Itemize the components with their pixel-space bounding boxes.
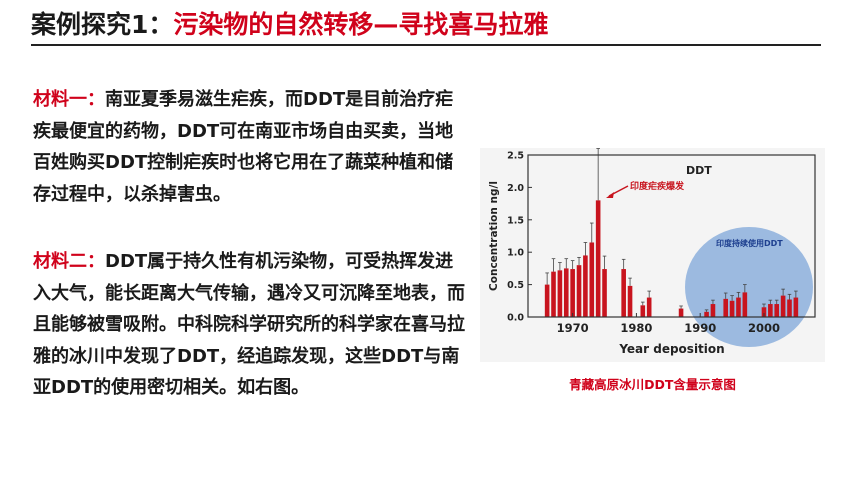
chart-bar <box>729 300 735 317</box>
chart-bar <box>570 269 575 317</box>
y-tick-label: 2.5 <box>507 151 524 162</box>
chart-bar <box>787 299 792 317</box>
title-prefix: 案例探究1： <box>31 10 174 39</box>
chart-bar <box>640 305 646 317</box>
material-two-label: 材料二： <box>33 251 105 272</box>
chart-bar <box>793 297 799 317</box>
chart-bar <box>621 269 626 317</box>
chart-title: DDT <box>686 164 712 177</box>
y-tick-label: 2.0 <box>507 183 524 194</box>
chart-bar <box>774 304 780 317</box>
chart-bar <box>646 297 652 317</box>
x-tick-label: 1990 <box>684 321 716 335</box>
material-one-text: 南亚夏季易滋生疟疾，而DDT是目前治疗疟疾最便宜的药物，DDT可在南亚市场自由买… <box>33 89 454 205</box>
chart-bar <box>704 311 709 317</box>
ddt-chart-figure: DDT 印度疟疾爆发 印度持续使用DDT Concentration ng/l … <box>480 148 825 362</box>
figure-caption: 青藏高原冰川DDT含量示意图 <box>569 377 736 392</box>
x-tick-label: 1980 <box>620 321 652 335</box>
chart-bar <box>742 292 748 317</box>
chart-bar <box>678 308 684 317</box>
chart-bar <box>595 200 601 317</box>
chart-bar <box>583 255 588 317</box>
chart-bar <box>768 304 773 317</box>
chart-bar <box>736 297 741 317</box>
x-tick-label: 1970 <box>557 321 589 335</box>
chart-bar <box>563 268 569 317</box>
x-tick-label: 2000 <box>748 321 780 335</box>
chart-bar <box>627 285 633 317</box>
chart-bar <box>551 271 556 317</box>
outbreak-annotation: 印度疟疾爆发 <box>630 180 685 192</box>
title-divider <box>31 44 821 46</box>
plot-frame <box>527 154 816 318</box>
material-one-paragraph: 材料一：南亚夏季易滋生疟疾，而DDT是目前治疗疟疾最便宜的药物，DDT可在南亚市… <box>33 84 465 210</box>
material-one-label: 材料一： <box>33 89 105 110</box>
y-tick-label: 1.5 <box>507 215 524 226</box>
chart-bar <box>723 298 729 317</box>
y-tick-label: 0.0 <box>507 313 524 324</box>
outbreak-arrowhead <box>606 192 614 198</box>
material-two-text: DDT属于持久性有机污染物，可受热挥发进入大气，能长距离大气传输，遇冷又可沉降至… <box>33 251 465 398</box>
y-tick-label: 1.0 <box>507 248 524 259</box>
chart-bar <box>780 295 786 317</box>
usage-annotation: 印度持续使用DDT <box>716 238 783 248</box>
material-two-paragraph: 材料二：DDT属于持久性有机污染物，可受热挥发进入大气，能长距离大气传输，遇冷又… <box>33 246 465 404</box>
y-axis-label: Concentration ng/l <box>488 181 500 291</box>
ddt-chart: DDT 印度疟疾爆发 印度持续使用DDT Concentration ng/l … <box>488 148 816 356</box>
chart-bar <box>544 284 550 317</box>
chart-bar <box>557 270 563 317</box>
slide-title: 案例探究1： 污染物的自然转移—寻找喜马拉雅 <box>31 4 548 42</box>
chart-bar <box>589 242 595 317</box>
chart-bar <box>602 269 607 317</box>
chart-bar <box>761 307 767 317</box>
y-tick-label: 0.5 <box>507 280 524 291</box>
chart-bar <box>710 304 716 317</box>
title-main: 污染物的自然转移—寻找喜马拉雅 <box>173 10 549 39</box>
x-axis-label: Year deposition <box>618 342 724 356</box>
chart-bar <box>576 265 582 317</box>
